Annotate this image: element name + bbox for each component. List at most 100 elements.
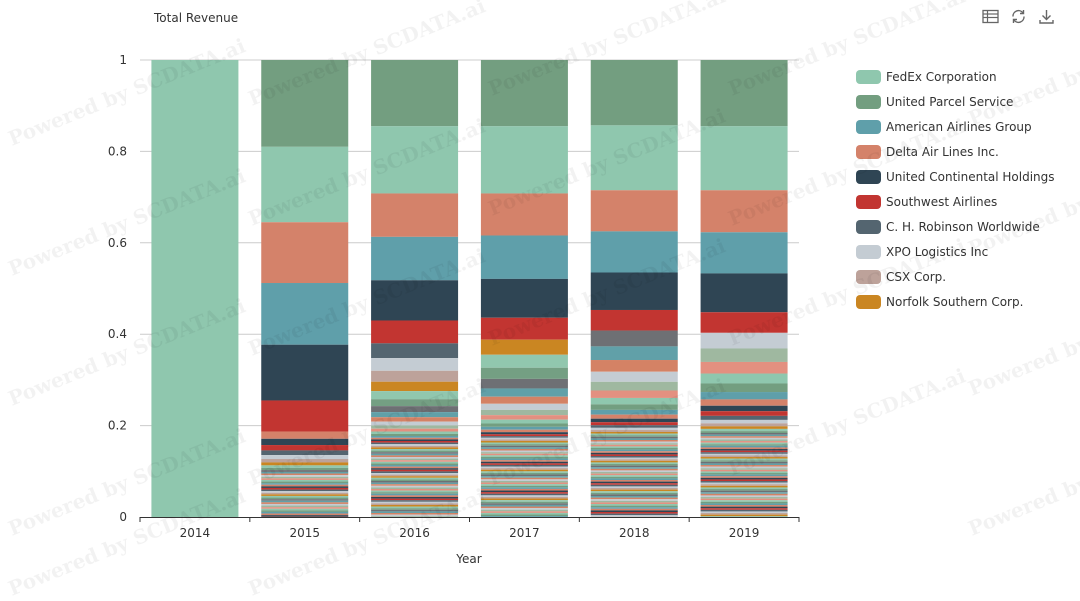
bar-segment-other bbox=[371, 459, 458, 461]
bar-segment-other bbox=[701, 433, 788, 435]
bar-segment-other bbox=[591, 410, 678, 415]
bar-segment-other bbox=[591, 482, 678, 484]
legend-swatch bbox=[856, 145, 881, 159]
bar-segment-other bbox=[701, 513, 788, 515]
bar-segment bbox=[591, 60, 678, 125]
legend-item[interactable]: United Continental Holdings bbox=[856, 164, 1055, 189]
bar-segment-other bbox=[261, 432, 348, 439]
bar-segment-other bbox=[701, 399, 788, 405]
bar-segment-other bbox=[591, 415, 678, 419]
bar-segment-other bbox=[481, 447, 568, 449]
bar-segment-other bbox=[701, 411, 788, 416]
bar-segment-other bbox=[481, 459, 568, 461]
bar-segment-other bbox=[591, 461, 678, 463]
bar-segment-other bbox=[591, 425, 678, 428]
bar-segment bbox=[371, 60, 458, 126]
legend-item[interactable]: Norfolk Southern Corp. bbox=[856, 289, 1055, 314]
legend-item[interactable]: Delta Air Lines Inc. bbox=[856, 139, 1055, 164]
bar-segment-other bbox=[701, 460, 788, 462]
bar-segment-other bbox=[701, 374, 788, 384]
bar-segment-other bbox=[261, 493, 348, 495]
bar-segment-other bbox=[371, 470, 458, 472]
bar-segment bbox=[371, 237, 458, 280]
refresh-icon[interactable] bbox=[1008, 6, 1028, 26]
bar-segment-other bbox=[591, 442, 678, 444]
download-icon[interactable] bbox=[1036, 6, 1056, 26]
bar-segment-other bbox=[371, 462, 458, 464]
bar-segment-other bbox=[371, 484, 458, 486]
bar-segment-other bbox=[371, 460, 458, 462]
legend-item[interactable]: C. H. Robinson Worldwide bbox=[856, 214, 1055, 239]
bar-segment-other bbox=[371, 507, 458, 509]
bar-segment-other bbox=[481, 468, 568, 470]
bar-segment-other bbox=[481, 489, 568, 491]
bar-segment-other bbox=[261, 455, 348, 459]
bar-segment-other bbox=[591, 496, 678, 498]
bar-segment bbox=[481, 126, 568, 193]
bar-segment bbox=[481, 60, 568, 126]
bar-segment-other bbox=[701, 505, 788, 507]
legend-label: CSX Corp. bbox=[886, 270, 946, 284]
bar-segment bbox=[701, 126, 788, 190]
bar-segment-other bbox=[701, 454, 788, 456]
legend-item[interactable]: United Parcel Service bbox=[856, 89, 1055, 114]
bar-segment-other bbox=[701, 492, 788, 494]
bar-segment-other bbox=[591, 390, 678, 397]
bar-segment-other bbox=[371, 503, 458, 505]
bar-segment-other bbox=[371, 452, 458, 454]
bar-segment-other bbox=[261, 459, 348, 462]
y-tick-label: 0.2 bbox=[108, 419, 127, 433]
legend-item[interactable]: CSX Corp. bbox=[856, 264, 1055, 289]
bar-segment-other bbox=[701, 476, 788, 478]
bar-segment-other bbox=[371, 483, 458, 485]
bar-segment-other bbox=[591, 440, 678, 442]
watermark-text: Powered by SCDATA.ai bbox=[965, 423, 1080, 540]
bar-segment bbox=[151, 60, 238, 517]
bar-segment-other bbox=[701, 508, 788, 510]
bar-segment-other bbox=[591, 490, 678, 492]
bar-segment-other bbox=[591, 472, 678, 474]
bar-segment-other bbox=[371, 434, 458, 436]
bar-segment-other bbox=[261, 472, 348, 474]
bar-segment-other bbox=[591, 477, 678, 479]
bar-segment-other bbox=[261, 504, 348, 506]
bar-segment bbox=[261, 222, 348, 283]
bar-segment bbox=[701, 232, 788, 273]
legend-item[interactable]: XPO Logistics Inc bbox=[856, 239, 1055, 264]
legend-item[interactable]: FedEx Corporation bbox=[856, 64, 1055, 89]
bar-segment-other bbox=[701, 468, 788, 470]
bar-segment-other bbox=[591, 470, 678, 472]
bar-segment-other bbox=[371, 391, 458, 399]
bar-segment-other bbox=[591, 456, 678, 458]
bar-segment bbox=[261, 283, 348, 345]
bar-segment-other bbox=[701, 484, 788, 486]
bar-segment-other bbox=[481, 443, 568, 445]
bar-segment-other bbox=[481, 465, 568, 467]
legend-item[interactable]: Southwest Airlines bbox=[856, 189, 1055, 214]
bar-segment-other bbox=[481, 434, 568, 436]
bar-segment-other bbox=[371, 463, 458, 465]
legend-item[interactable]: American Airlines Group bbox=[856, 114, 1055, 139]
bar-segment-other bbox=[481, 452, 568, 454]
bar-segment-other bbox=[481, 507, 568, 509]
bar-segment-other bbox=[701, 500, 788, 502]
bar-segment bbox=[591, 273, 678, 310]
bar-segment-other bbox=[481, 470, 568, 472]
bar-segment-other bbox=[701, 447, 788, 449]
x-tick-label: 2014 bbox=[180, 526, 211, 540]
bar-segment-other bbox=[261, 506, 348, 508]
bar-segment-other bbox=[701, 416, 788, 420]
bar-segment-other bbox=[701, 439, 788, 441]
bar-segment-other bbox=[591, 483, 678, 485]
legend-label: FedEx Corporation bbox=[886, 70, 997, 84]
bar-segment-other bbox=[701, 511, 788, 513]
bar-segment-other bbox=[371, 406, 458, 412]
bar-segment-other bbox=[591, 501, 678, 503]
bar-segment-other bbox=[481, 438, 568, 440]
table-icon[interactable] bbox=[980, 6, 1000, 26]
legend-swatch bbox=[856, 295, 881, 309]
bar-segment-other bbox=[371, 446, 458, 448]
bar-segment-other bbox=[371, 465, 458, 467]
bar-segment-other bbox=[591, 510, 678, 512]
bar-segment-other bbox=[701, 333, 788, 349]
